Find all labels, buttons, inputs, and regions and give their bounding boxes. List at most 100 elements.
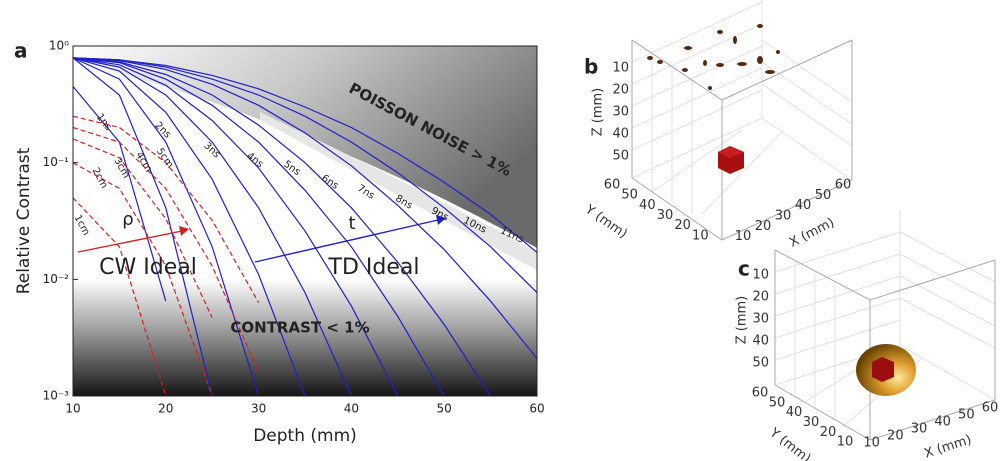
series-line: [73, 138, 213, 318]
series-line: [73, 57, 399, 396]
z-tick-label: 50: [612, 149, 629, 164]
axis-title: X (mm): [787, 215, 837, 250]
series-label: 4ns: [244, 151, 265, 171]
x-tick-label: 20: [755, 219, 772, 234]
annotation: ρ: [122, 209, 133, 230]
x-tick-label: 10: [735, 229, 752, 244]
plot-area: [73, 57, 537, 396]
series-line: [73, 57, 352, 396]
z-tick-label: 10: [752, 268, 769, 283]
y-tick-label: 40: [639, 198, 656, 213]
arrow: [254, 219, 439, 263]
z-tick-label: 20: [612, 83, 629, 98]
series-label: 1cm: [72, 213, 92, 237]
annotation: CONTRAST < 1%: [230, 319, 369, 337]
arrow-head: [436, 215, 446, 225]
series-line: [73, 197, 167, 396]
series-label: 5ns: [281, 159, 302, 178]
series-label: 2cm: [90, 166, 110, 190]
series-label: 6ns: [319, 173, 340, 192]
y-tick-label: 10⁻²: [43, 272, 70, 286]
z-tick-label: 30: [612, 105, 629, 120]
x-tick-label: 10: [863, 436, 880, 451]
x-tick-label: 20: [887, 429, 904, 444]
x-tick-label: 30: [911, 422, 928, 437]
panel-label: b: [584, 55, 598, 79]
box-b: [631, 0, 853, 241]
x-tick-label: 50: [815, 188, 832, 203]
y-axis-title: Relative Contrast: [14, 147, 34, 294]
blobs: [647, 24, 780, 90]
y-tick-label: 40: [786, 405, 803, 420]
x-tick-label: 40: [934, 415, 951, 430]
annotation: CW Ideal: [99, 255, 197, 280]
x-tick-label: 40: [344, 402, 359, 416]
series-line: [73, 57, 537, 359]
series-line: [73, 57, 306, 396]
z-tick-label: 30: [752, 312, 769, 327]
series-line: [73, 57, 260, 396]
x-axis-title: Depth (mm): [253, 426, 357, 446]
x-tick-label: 50: [437, 402, 452, 416]
panel-label: c: [738, 257, 750, 281]
axis-title: Y (mm): [766, 425, 813, 461]
plot-frame: [72, 45, 538, 397]
target-cube: [872, 357, 894, 382]
axis-title: Z (mm): [591, 88, 606, 137]
y-tick-label: 10⁻¹: [43, 155, 70, 169]
y-tick-label: 10⁻³: [43, 389, 70, 403]
y-tick-label: 10: [837, 435, 854, 450]
y-tick-label: 30: [657, 208, 674, 223]
x-tick-label: 60: [529, 402, 544, 416]
y-tick-label: 10⁰: [49, 39, 69, 53]
series-label: 2ns: [152, 120, 172, 140]
series-label: 5cm: [154, 146, 175, 170]
series-line: [73, 115, 260, 303]
target-cube-top: [718, 146, 744, 158]
series-line: [73, 126, 260, 373]
series-line: [73, 57, 537, 294]
z-tick-label: 40: [752, 334, 769, 349]
x-tick-label: 30: [775, 209, 792, 224]
y-tick-label: 10: [692, 228, 709, 243]
series-line: [73, 57, 445, 396]
panel-label: a: [14, 39, 28, 63]
z-tick-label: 50: [752, 356, 769, 371]
x-tick-label: 10: [65, 402, 80, 416]
x-tick-label: 50: [958, 408, 975, 423]
z-tick-label: 40: [612, 127, 629, 142]
annotation: t: [348, 213, 355, 234]
y-tick-label: 50: [769, 395, 786, 410]
series-line: [73, 57, 537, 253]
y-tick-label: 30: [803, 415, 820, 430]
y-tick-label: 60: [604, 178, 621, 193]
y-tick-label: 20: [820, 425, 837, 440]
axis-title: X (mm): [923, 432, 974, 461]
series-label: 3ns: [201, 140, 222, 160]
transition-band: [260, 112, 537, 270]
series-line: [73, 57, 213, 396]
axis-title: Z (mm): [735, 296, 750, 345]
contrast-region: [73, 279, 537, 396]
series-line: [73, 162, 213, 396]
x-tick-label: 30: [251, 402, 266, 416]
y-tick-label: 50: [621, 188, 638, 203]
box-c: [774, 210, 996, 441]
x-tick-label: 40: [795, 198, 812, 213]
y-tick-label: 60: [752, 386, 769, 401]
z-tick-label: 10: [612, 61, 629, 76]
z-tick-label: 20: [752, 290, 769, 305]
y-tick-label: 20: [674, 218, 691, 233]
x-tick-label: 60: [835, 178, 852, 193]
series-line: [73, 57, 492, 396]
series-label: 3cm: [111, 156, 131, 180]
annotation: TD Ideal: [328, 255, 420, 280]
poisson-region: [73, 46, 537, 248]
x-tick-label: 60: [982, 401, 999, 416]
x-tick-label: 20: [158, 402, 173, 416]
series-label: 7ns: [355, 183, 376, 202]
arrow-head: [179, 226, 189, 236]
arrow: [77, 230, 183, 253]
axis-title: Y (mm): [581, 202, 629, 242]
